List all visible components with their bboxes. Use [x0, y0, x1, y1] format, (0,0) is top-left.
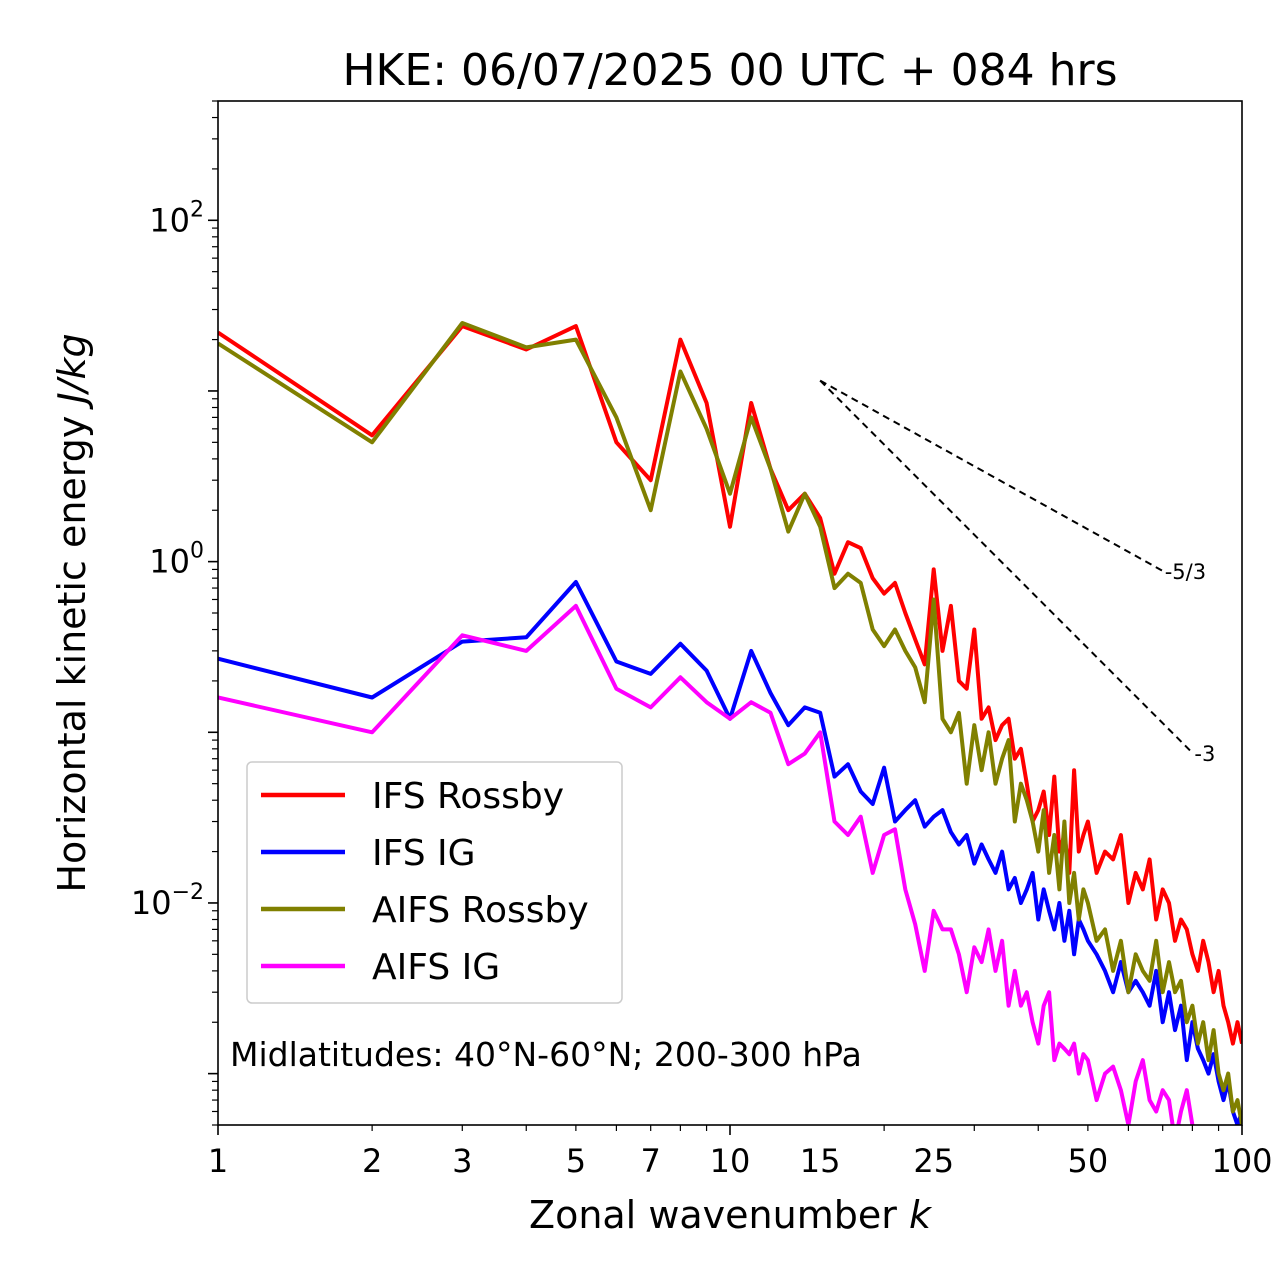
- x-axis-label-var: k: [909, 1193, 933, 1237]
- legend-label: IFS IG: [372, 833, 476, 874]
- x-tick-label: 3: [452, 1142, 472, 1180]
- chart-title: HKE: 06/07/2025 00 UTC + 084 hrs: [342, 45, 1117, 96]
- reference-slope-label: -5/3: [1165, 560, 1206, 584]
- x-tick-label: 7: [641, 1142, 661, 1180]
- y-tick-labels: 102 100 10−2: [131, 197, 204, 922]
- legend-label: AIFS IG: [372, 947, 500, 988]
- x-tick-label: 2: [362, 1142, 382, 1180]
- x-tick-label: 5: [566, 1142, 586, 1180]
- reference-slope-label: -3: [1194, 742, 1215, 766]
- reference-slope-line: [819, 379, 1194, 754]
- x-axis-label: Zonal wavenumber k: [529, 1193, 933, 1237]
- x-tick-labels: 1 2 3 5 7 10 15 25 50 100: [208, 1142, 1273, 1180]
- x-axis-label-text: Zonal wavenumber: [529, 1193, 909, 1237]
- y-axis-label-units: J/kg: [50, 333, 94, 410]
- reference-slopes: [819, 379, 1194, 754]
- series-line-aifs-ig: [218, 603, 1195, 1125]
- x-tick-label: 50: [1068, 1142, 1109, 1180]
- x-tick-label: 10: [710, 1142, 751, 1180]
- x-tick-label: 15: [800, 1142, 841, 1180]
- data-series: [218, 321, 1242, 1125]
- axis-ticks: [208, 100, 1243, 1135]
- series-line-aifs-rossby: [218, 321, 1242, 1125]
- y-tick-label: 102: [149, 197, 204, 239]
- series-line-ifs-rossby: [218, 324, 1242, 1046]
- reference-slope-line: [819, 379, 1164, 572]
- series-line-ifs-ig: [218, 580, 1242, 1125]
- region-annotation: Midlatitudes: 40°N-60°N; 200-300 hPa: [230, 1035, 862, 1074]
- legend-label: IFS Rossby: [372, 776, 564, 817]
- plot-frame: [217, 100, 1243, 1126]
- y-tick-label: 10−2: [131, 880, 204, 922]
- legend-label: AIFS Rossby: [372, 890, 589, 931]
- x-tick-label: 1: [208, 1142, 228, 1180]
- x-tick-label: 25: [913, 1142, 954, 1180]
- y-axis-label-text: Horizontal kinetic energy: [50, 404, 94, 893]
- legend: IFS Rossby IFS IG AIFS Rossby AIFS IG: [246, 761, 623, 1004]
- legend-box: [246, 761, 623, 1004]
- x-tick-label: 100: [1211, 1142, 1272, 1180]
- y-axis-label: Horizontal kinetic energy J/kg: [50, 333, 94, 892]
- y-tick-label: 100: [149, 539, 204, 581]
